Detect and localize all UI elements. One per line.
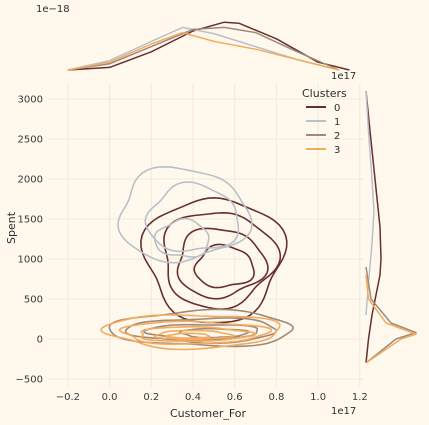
x-tick-label: 1.0 xyxy=(310,392,326,403)
legend-title: Clusters xyxy=(302,87,347,100)
x-tick-labels: −0.2 0.0 0.2 0.4 0.6 0.8 1.0 1.2 xyxy=(56,392,368,403)
x-tick-label: 0.4 xyxy=(185,392,201,403)
contour-cluster-3 xyxy=(100,314,281,351)
contour-cluster-1 xyxy=(153,217,210,258)
y-tick-label: 2500 xyxy=(18,135,43,146)
contour-cluster-0 xyxy=(193,243,255,289)
y-tick-label: 1000 xyxy=(18,255,43,266)
legend-label-2: 2 xyxy=(334,131,340,142)
contour-cluster-3 xyxy=(165,332,211,339)
right-marginal-curve-3 xyxy=(365,274,417,364)
y-tick-label: 0 xyxy=(37,335,43,346)
y-tick-label: 3000 xyxy=(18,95,43,106)
y-tick-label: 2000 xyxy=(18,175,43,186)
right-marginal-curve-0 xyxy=(365,90,382,364)
contour-cluster-2 xyxy=(108,308,294,348)
x-offset-label-bottom: 1e17 xyxy=(331,406,356,417)
right-marginal-curve-2 xyxy=(365,266,417,364)
y-axis-label: Spent xyxy=(5,211,18,244)
legend-label-1: 1 xyxy=(334,117,340,128)
legend-label-0: 0 xyxy=(334,103,340,114)
contour-cluster-3 xyxy=(153,329,235,341)
top-marginal-panel xyxy=(67,21,350,71)
contour-cluster-1 xyxy=(117,165,253,264)
main-contours xyxy=(100,165,294,351)
contour-cluster-3 xyxy=(140,325,257,343)
top-marginal-offset-label: 1e−18 xyxy=(36,4,70,15)
x-tick-label: 0.0 xyxy=(102,392,118,403)
x-tick-label: 0.6 xyxy=(227,392,243,403)
y-tick-labels: −500 0 500 1000 1500 2000 2500 3000 xyxy=(16,95,43,386)
top-marginal-curve-2 xyxy=(67,26,340,71)
y-tick-label: 500 xyxy=(24,295,43,306)
x-tick-label: 0.2 xyxy=(143,392,159,403)
legend-label-3: 3 xyxy=(334,145,340,156)
x-tick-label: 0.8 xyxy=(268,392,284,403)
y-tick-label: 1500 xyxy=(18,215,43,226)
x-tick-label: −0.2 xyxy=(56,392,80,403)
top-marginal-curve-3 xyxy=(67,31,340,71)
x-offset-label-top: 1e17 xyxy=(331,71,356,82)
x-axis-label: Customer_For xyxy=(170,407,247,420)
contour-cluster-0 xyxy=(140,196,288,324)
right-marginal-panel xyxy=(365,90,417,364)
contour-cluster-0 xyxy=(163,211,282,310)
x-tick-label: 1.2 xyxy=(352,392,368,403)
contour-cluster-3 xyxy=(118,320,273,346)
contour-cluster-1 xyxy=(144,181,240,253)
y-tick-label: −500 xyxy=(16,375,43,386)
legend: Clusters 0 1 2 3 xyxy=(302,87,347,156)
